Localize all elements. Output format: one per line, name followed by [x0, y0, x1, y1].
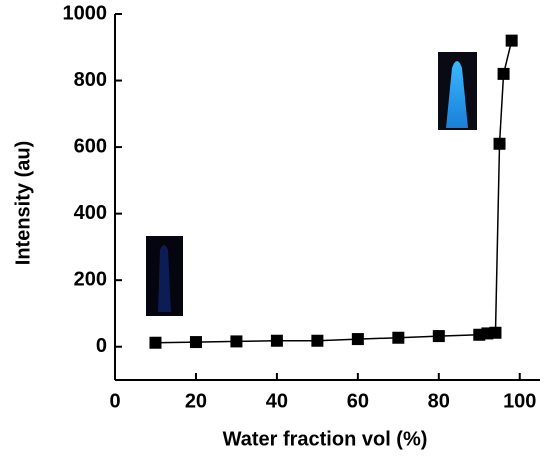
inset-vial-dark [158, 245, 171, 312]
x-tick-label: 100 [503, 390, 536, 412]
marker [270, 334, 283, 347]
y-tick-label: 400 [74, 202, 107, 224]
inset-vial-bright [446, 61, 468, 128]
x-tick-label: 60 [347, 390, 369, 412]
y-tick-label: 600 [74, 135, 107, 157]
marker [505, 34, 518, 47]
marker [432, 330, 445, 343]
marker [489, 326, 502, 339]
x-tick-label: 40 [266, 390, 288, 412]
x-tick-label: 80 [428, 390, 450, 412]
marker [149, 336, 162, 349]
series-line [155, 40, 513, 344]
marker [392, 331, 405, 344]
x-tick-label: 20 [185, 390, 207, 412]
y-tick-label: 1000 [63, 2, 108, 24]
marker [189, 336, 202, 349]
marker [493, 137, 506, 150]
marker [311, 334, 324, 347]
x-axis-label: Water fraction vol (%) [223, 428, 428, 450]
marker [351, 333, 364, 346]
y-tick-label: 800 [74, 69, 107, 91]
y-tick-label: 0 [96, 335, 107, 357]
y-tick-label: 200 [74, 268, 107, 290]
y-axis-label: Intensity (au) [12, 141, 34, 265]
x-tick-label: 0 [109, 390, 120, 412]
marker [497, 67, 510, 80]
marker [230, 335, 243, 348]
